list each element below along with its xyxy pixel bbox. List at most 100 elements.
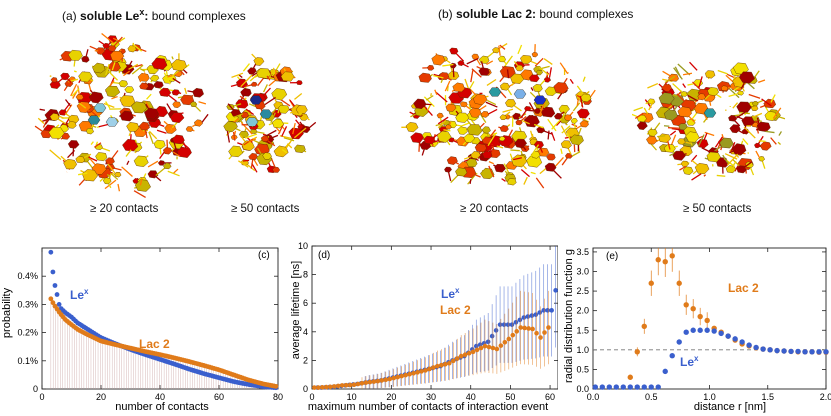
molecule-bond — [242, 63, 250, 72]
x-tick-label: 30 — [426, 392, 436, 402]
panel-b-title: (b) soluble Lac 2: bound complexes — [438, 7, 634, 21]
molecule-ring — [694, 162, 710, 175]
molecule-bond — [572, 102, 581, 112]
lac2-point — [347, 382, 353, 388]
molecule-ring — [759, 141, 772, 151]
lac2-point — [450, 358, 456, 364]
molecule-ring — [481, 126, 491, 134]
molecule-ring — [478, 67, 490, 76]
molecule-bond — [70, 83, 78, 97]
molecule-bond — [446, 85, 449, 92]
molecule-ring — [515, 64, 524, 72]
molecule-ring — [277, 104, 290, 114]
x-tick-label: 80 — [273, 392, 283, 402]
x-tick-label: 1.0 — [703, 392, 716, 402]
molecule-ring — [460, 101, 468, 108]
lex-point — [509, 322, 515, 327]
molecule-ring — [707, 87, 719, 96]
molecule-bond — [569, 78, 574, 85]
lex-point — [54, 292, 60, 297]
lac2-point — [403, 372, 408, 378]
molecule-bond — [669, 130, 677, 136]
molecule-bond — [499, 44, 506, 50]
molecule-bond — [511, 157, 522, 161]
y-tick-label: 6 — [303, 298, 308, 308]
molecule-bond — [425, 95, 434, 101]
molecule-bond — [730, 142, 736, 152]
lex-point — [545, 308, 550, 313]
molecule-bond — [487, 133, 497, 147]
lex-point — [690, 327, 696, 333]
molecule-ring — [300, 125, 311, 133]
molecule-bond — [443, 129, 451, 132]
molecule-ring — [172, 134, 185, 145]
molecule-bond — [163, 72, 171, 85]
molecule-bond — [73, 70, 77, 73]
y-tick-label: 0.1% — [17, 356, 38, 366]
molecule-ring — [153, 139, 166, 150]
molecule-bond — [714, 136, 723, 148]
molecule-bond — [579, 95, 584, 108]
chart-d-panel-label: (d) — [318, 250, 330, 261]
lex-point — [553, 288, 558, 293]
molecule-ring — [105, 157, 115, 166]
molecule-ring-accent — [488, 87, 502, 97]
molecule-ring — [296, 80, 303, 86]
molecule-ring — [492, 47, 500, 54]
lex-point — [774, 347, 780, 354]
molecule-ring — [436, 130, 452, 143]
molecule-ring — [88, 91, 104, 104]
molecule-ring — [78, 71, 93, 83]
contacts-label-4: ≥ 50 contacts — [683, 203, 752, 215]
molecule-ring — [728, 114, 737, 122]
molecule-bond — [39, 108, 46, 111]
molecule-ring — [457, 60, 465, 66]
molecule-ring — [294, 144, 306, 154]
molecule-bond — [149, 130, 158, 140]
lex-point — [655, 384, 661, 390]
x-tick-label: 0.5 — [645, 392, 658, 402]
molecule-ring — [535, 69, 543, 76]
molecule-bond — [243, 138, 254, 146]
molecule-bond — [530, 144, 540, 157]
molecule-ring — [272, 166, 281, 173]
lex-point — [669, 353, 675, 359]
molecule-bond — [648, 99, 655, 111]
chart-c-panel-label: (c) — [258, 250, 270, 261]
molecule-bond — [778, 131, 782, 136]
y-tick-label: 3.0 — [576, 267, 589, 277]
molecule-bond — [126, 160, 130, 166]
molecule-ring — [544, 162, 557, 172]
lac2-point — [431, 365, 436, 370]
y-tick-label: 0.3% — [17, 299, 38, 309]
molecule-bond — [65, 99, 72, 107]
x-tick-label: 20 — [96, 392, 106, 402]
molecule-ring — [81, 55, 90, 63]
molecule-bond — [667, 127, 680, 129]
molecule-bond — [470, 70, 474, 83]
molecule-bond — [423, 96, 435, 108]
molecule-bond — [78, 172, 88, 176]
molecule-ring — [455, 167, 468, 177]
molecule-ring — [510, 73, 525, 84]
molecule-ring — [436, 112, 444, 119]
molecule-ring — [680, 91, 688, 97]
lac2-point — [474, 347, 480, 353]
lac2-point — [462, 352, 468, 357]
molecule-bond — [132, 43, 143, 52]
lac2-point — [320, 385, 325, 390]
lac2-point — [343, 382, 349, 388]
molecule-lex-50 — [223, 53, 316, 173]
x-tick-label: 0.0 — [587, 392, 600, 402]
lex-point — [620, 384, 626, 390]
lex-point — [592, 384, 599, 390]
molecule-bond — [682, 83, 687, 89]
x-tick-label: 0 — [39, 392, 44, 402]
molecule-ring — [102, 177, 112, 185]
chart-e-xlabel: distance r [nm] — [694, 401, 766, 413]
y-tick-label: 2.5 — [576, 286, 589, 296]
lac2-point — [662, 259, 668, 265]
lac2-point — [669, 253, 675, 259]
molecule-ring — [119, 110, 134, 122]
molecule-bond — [664, 75, 676, 84]
